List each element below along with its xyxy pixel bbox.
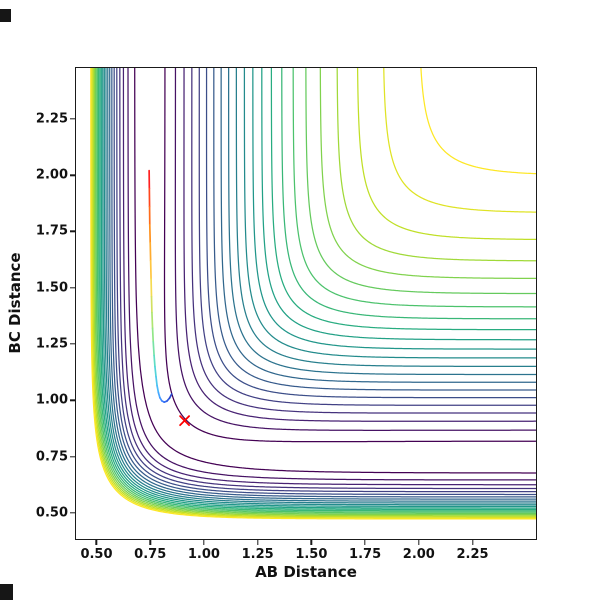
x-tick-mark (310, 540, 313, 545)
x-tick-label: 1.75 (349, 547, 382, 562)
x-axis-label: AB Distance (255, 563, 357, 581)
x-tick-label: 1.00 (187, 547, 220, 562)
screenshot-artifact-top-left (0, 9, 11, 22)
x-tick-mark (95, 540, 98, 545)
y-tick-label: 2.25 (35, 111, 68, 127)
y-tick-mark (70, 343, 75, 345)
x-tick-mark (364, 540, 366, 545)
x-tick-mark (203, 540, 205, 545)
y-tick-label: 0.75 (35, 449, 68, 465)
y-tick-label: 2.00 (35, 167, 68, 183)
y-tick-label: 0.50 (35, 505, 68, 521)
y-tick-mark (70, 287, 75, 289)
y-tick-mark (70, 118, 75, 120)
x-tick-label: 1.25 (241, 547, 274, 562)
y-tick-mark (70, 512, 75, 514)
x-tick-mark (418, 540, 420, 545)
y-tick-mark (70, 174, 75, 176)
plot-area (75, 67, 537, 540)
x-tick-label: 0.50 (80, 547, 113, 562)
x-tick-label: 0.75 (134, 547, 167, 562)
x-tick-label: 1.50 (295, 547, 328, 562)
y-tick-mark (70, 399, 75, 402)
x-tick-mark (149, 540, 151, 545)
x-tick-label: 2.25 (456, 547, 489, 562)
y-tick-label: 1.50 (35, 280, 68, 296)
y-tick-label: 1.00 (35, 392, 68, 408)
screenshot-artifact-bottom-left (0, 584, 13, 600)
y-tick-label: 1.25 (35, 336, 68, 352)
contour-canvas (75, 67, 537, 540)
x-tick-label: 2.00 (402, 547, 435, 562)
y-tick-mark (70, 230, 75, 233)
y-tick-mark (70, 455, 75, 458)
x-tick-mark (256, 540, 259, 545)
x-tick-mark (471, 540, 474, 545)
y-tick-label: 1.75 (35, 223, 68, 239)
